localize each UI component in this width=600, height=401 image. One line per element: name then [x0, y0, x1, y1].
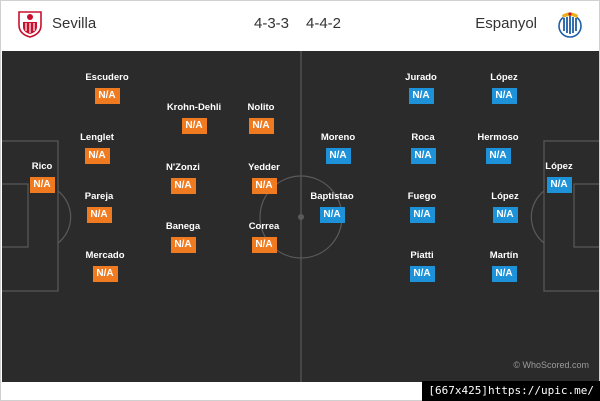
- player-rating-badge: N/A: [325, 148, 351, 164]
- player-name: Lenglet: [80, 132, 114, 143]
- home-player[interactable]: Lenglet N/A: [57, 132, 137, 164]
- player-rating-badge: N/A: [251, 178, 277, 194]
- player-rating-badge: N/A: [492, 207, 518, 223]
- home-player[interactable]: Mercado N/A: [65, 250, 145, 282]
- away-player[interactable]: Fuego N/A: [382, 191, 462, 223]
- player-name: Yedder: [248, 162, 280, 173]
- away-player[interactable]: López N/A: [465, 191, 545, 223]
- away-player[interactable]: López N/A: [519, 161, 599, 193]
- player-rating-badge: N/A: [491, 88, 517, 104]
- home-player[interactable]: Banega N/A: [143, 221, 223, 253]
- home-formation: 4-3-3: [254, 15, 290, 32]
- home-player[interactable]: N'Zonzi N/A: [143, 162, 223, 194]
- away-formation: 4-4-2: [306, 15, 342, 32]
- player-rating-badge: N/A: [251, 237, 277, 253]
- player-name: Roca: [411, 132, 435, 143]
- player-rating-badge: N/A: [410, 148, 436, 164]
- player-name: N'Zonzi: [166, 162, 200, 173]
- player-name: Hermoso: [477, 132, 519, 143]
- player-rating-badge: N/A: [491, 266, 517, 282]
- watermark: © WhoScored.com: [513, 360, 589, 370]
- player-rating-badge: N/A: [485, 148, 511, 164]
- player-rating-badge: N/A: [92, 266, 118, 282]
- player-name: Jurado: [405, 72, 437, 83]
- away-player[interactable]: Piatti N/A: [382, 250, 462, 282]
- player-name: Mercado: [85, 250, 125, 261]
- away-player[interactable]: Hermoso N/A: [458, 132, 538, 164]
- away-player[interactable]: Baptistao N/A: [292, 191, 372, 223]
- player-rating-badge: N/A: [86, 207, 112, 223]
- player-name: Krohn-Dehli: [166, 102, 222, 113]
- away-player[interactable]: Moreno N/A: [298, 132, 378, 164]
- pitch: Rico N/A Escudero N/A Lenglet N/A Pareja N/A Mer…: [2, 51, 599, 382]
- player-name: López: [490, 72, 518, 83]
- player-rating-badge: N/A: [29, 177, 55, 193]
- away-player[interactable]: Martín N/A: [464, 250, 544, 282]
- player-rating-badge: N/A: [408, 88, 434, 104]
- player-name: Baptistao: [310, 191, 354, 202]
- player-name: López: [491, 191, 519, 202]
- player-rating-badge: N/A: [181, 118, 207, 134]
- player-rating-badge: N/A: [409, 266, 435, 282]
- player-name: Pareja: [84, 191, 114, 202]
- player-rating-badge: N/A: [248, 118, 274, 134]
- home-player[interactable]: Yedder N/A: [224, 162, 304, 194]
- player-name: Rico: [31, 161, 53, 172]
- home-player[interactable]: Krohn-Dehli N/A: [154, 102, 234, 134]
- player-rating-badge: N/A: [84, 148, 110, 164]
- player-rating-badge: N/A: [170, 178, 196, 194]
- player-rating-badge: N/A: [409, 207, 435, 223]
- player-rating-badge: N/A: [170, 237, 196, 253]
- player-rating-badge: N/A: [546, 177, 572, 193]
- home-player[interactable]: Escudero N/A: [67, 72, 147, 104]
- footer-tag: [667x425]https://upic.me/: [422, 381, 600, 401]
- player-name: Moreno: [320, 132, 356, 143]
- player-name: Piatti: [410, 250, 434, 261]
- player-name: López: [545, 161, 573, 172]
- home-player[interactable]: Correa N/A: [224, 221, 304, 253]
- player-name: Correa: [248, 221, 280, 232]
- player-name: Nolito: [247, 102, 275, 113]
- player-name: Escudero: [85, 72, 129, 83]
- home-player[interactable]: Rico N/A: [2, 161, 82, 193]
- player-rating-badge: N/A: [319, 207, 345, 223]
- away-player[interactable]: Jurado N/A: [381, 72, 461, 104]
- player-name: Fuego: [407, 191, 437, 202]
- home-player[interactable]: Pareja N/A: [59, 191, 139, 223]
- away-team-name: Espanyol: [475, 15, 537, 32]
- match-header: Sevilla 4-3-3 4-4-2 Espanyol: [1, 1, 599, 47]
- home-player[interactable]: Nolito N/A: [221, 102, 301, 134]
- player-name: Banega: [165, 221, 201, 232]
- espanyol-crest-icon: [558, 12, 582, 38]
- away-player[interactable]: Roca N/A: [383, 132, 463, 164]
- player-rating-badge: N/A: [94, 88, 120, 104]
- sevilla-crest-icon: [18, 11, 42, 38]
- home-team-name: Sevilla: [52, 15, 97, 32]
- away-player[interactable]: López N/A: [464, 72, 544, 104]
- player-name: Martín: [489, 250, 519, 261]
